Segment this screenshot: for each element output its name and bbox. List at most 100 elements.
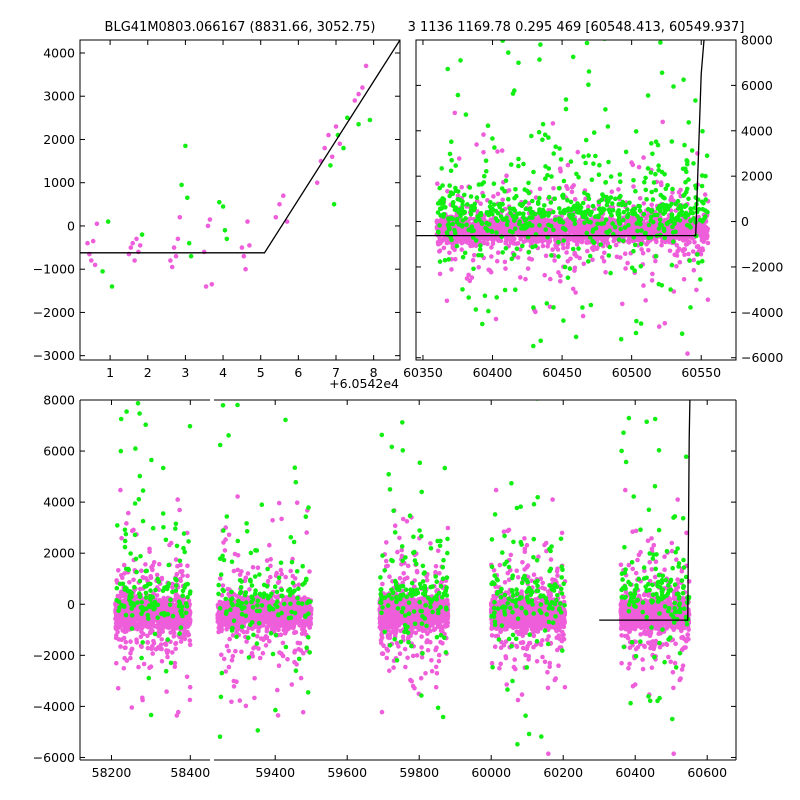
recent-green-point <box>584 209 589 215</box>
full-green-point <box>128 551 133 556</box>
recent-green-point <box>626 222 631 228</box>
recent-green-point <box>450 191 456 196</box>
recent-green-point <box>551 209 556 215</box>
full-green-point <box>155 615 160 620</box>
zoom-magenta-point <box>326 132 331 138</box>
recent-magenta-point <box>550 121 556 126</box>
recent-green-point <box>537 57 542 62</box>
recent-green-point <box>476 252 481 258</box>
full-green-point <box>140 640 145 645</box>
recent-magenta-point <box>577 255 582 261</box>
recent-green-point <box>538 42 543 47</box>
recent-green-point <box>489 229 495 235</box>
recent-green-point <box>452 227 457 233</box>
full-green-point <box>144 568 150 574</box>
recent-green-point <box>504 215 509 221</box>
recent-magenta-point <box>439 238 444 244</box>
recent-green-point <box>621 217 626 223</box>
recent-green-point <box>622 225 628 230</box>
recent-green-point <box>546 210 552 216</box>
recent-magenta-point <box>674 264 679 269</box>
recent-green-point <box>509 256 515 262</box>
recent-magenta-point <box>468 216 473 221</box>
recent-green-point <box>460 211 466 216</box>
full-green-point <box>148 588 153 593</box>
recent-green-point <box>568 159 574 164</box>
recent-magenta-point <box>705 240 711 246</box>
recent-green-point <box>658 40 663 45</box>
recent-green-point <box>513 287 518 293</box>
recent-green-point <box>517 221 522 227</box>
recent-green-point <box>671 84 676 89</box>
full-green-point <box>126 567 131 573</box>
recent-magenta-point <box>694 287 699 293</box>
full-magenta-point <box>185 563 190 569</box>
recent-magenta-point <box>452 247 457 253</box>
recent-green-point <box>616 213 622 218</box>
recent-magenta-point <box>518 247 523 252</box>
recent-x-tick-label: 60550 <box>681 365 721 380</box>
full-green-point <box>180 588 186 594</box>
recent-magenta-point <box>702 192 708 197</box>
recent-magenta-point <box>542 272 547 278</box>
full-magenta-point <box>160 629 165 634</box>
full-magenta-point <box>157 561 162 567</box>
full-green-point <box>181 545 186 551</box>
recent-y-tick-label: 2000 <box>741 169 773 184</box>
zoom-magenta-point <box>241 253 247 259</box>
recent-magenta-point <box>574 229 580 235</box>
recent-green-point <box>700 219 705 224</box>
recent-green-point <box>523 221 529 227</box>
recent-magenta-point <box>601 259 607 264</box>
zoom-magenta-point <box>207 217 213 222</box>
recent-green-point <box>490 211 495 217</box>
recent-magenta-point <box>548 276 553 282</box>
recent-green-point <box>540 121 546 127</box>
full-magenta-point <box>145 633 150 639</box>
recent-green-point <box>455 92 461 98</box>
zoom-magenta-point <box>92 262 98 268</box>
full-magenta-point <box>159 637 164 642</box>
full-green-point <box>114 585 120 591</box>
recent-magenta-point <box>493 316 499 322</box>
recent-green-point <box>437 223 442 228</box>
recent-magenta-point <box>698 251 704 257</box>
recent-magenta-point <box>659 242 664 248</box>
recent-magenta-point <box>683 237 689 243</box>
recent-magenta-point <box>614 254 620 260</box>
recent-green-point <box>586 153 591 158</box>
recent-magenta-point <box>504 173 509 178</box>
recent-magenta-point <box>552 258 557 263</box>
full-green-point <box>135 600 140 605</box>
recent-magenta-point <box>695 224 701 230</box>
full-green-point <box>115 523 120 528</box>
recent-green-point <box>606 159 611 165</box>
recent-green-point <box>686 177 691 182</box>
recent-model-line <box>416 40 705 237</box>
recent-green-point <box>653 253 659 259</box>
recent-green-point <box>649 189 654 195</box>
recent-green-point <box>523 206 529 212</box>
full-magenta-point <box>145 645 151 651</box>
recent-green-point <box>605 199 610 205</box>
recent-green-point <box>500 217 506 222</box>
full-magenta-point <box>173 557 179 562</box>
recent-green-point <box>460 199 465 204</box>
recent-magenta-point <box>540 243 546 249</box>
recent-green-point <box>552 196 557 201</box>
recent-green-point <box>543 164 548 169</box>
recent-green-point <box>639 228 644 233</box>
zoom-magenta-point <box>322 145 328 151</box>
recent-green-point <box>608 270 613 276</box>
zoom-magenta-point <box>277 202 282 207</box>
recent-green-point <box>449 139 454 144</box>
recent-magenta-point <box>660 119 665 125</box>
recent-plot-area <box>416 40 711 356</box>
recent-green-point <box>591 130 597 135</box>
zoom-magenta-point <box>245 219 250 224</box>
full-green-point <box>178 609 183 614</box>
recent-x-tick-label: 60350 <box>403 365 443 380</box>
recent-green-point <box>653 187 659 193</box>
recent-magenta-point <box>546 240 551 246</box>
recent-green-point <box>493 216 499 221</box>
